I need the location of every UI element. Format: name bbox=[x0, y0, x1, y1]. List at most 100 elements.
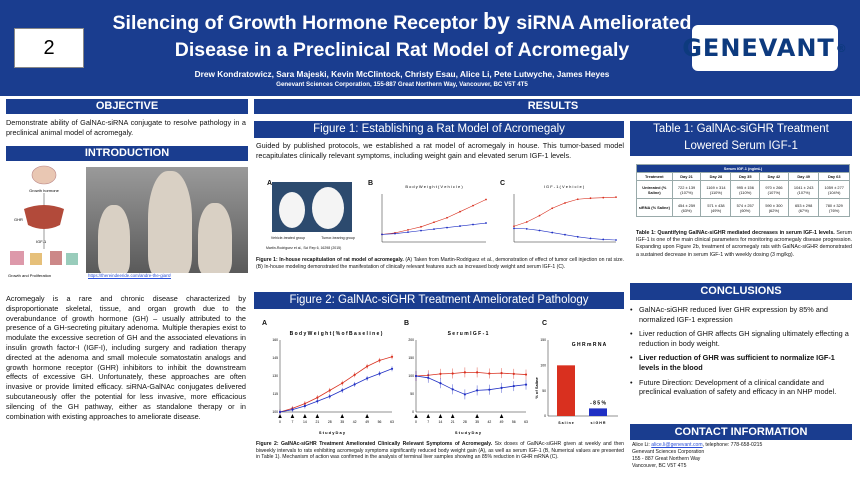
bar-saline bbox=[557, 365, 575, 416]
x-tick-label: 21 bbox=[315, 420, 319, 424]
data-point bbox=[513, 225, 515, 228]
introduction-heading: INTRODUCTION bbox=[6, 146, 248, 161]
table1-caption-text: Serum IGF-1 is one of the main clinical … bbox=[636, 230, 853, 258]
table-cell: 1169 ± 314 (110%) bbox=[700, 180, 732, 199]
x-tick-label: 21 bbox=[451, 420, 455, 424]
logo-text: GENEVANT bbox=[682, 34, 835, 62]
y-tick-label: 100 bbox=[408, 374, 414, 378]
figure2-ghr-mrna-chart: G H R m R N A % of Saline 0 50 100 150 S a l… bbox=[534, 338, 618, 425]
x-tick-label: 14 bbox=[303, 420, 307, 424]
table-cell: 722 ± 139 (107%) bbox=[671, 180, 702, 199]
contact-phone: , telephone: 778-658-0215 bbox=[702, 442, 763, 448]
objective-text: Demonstrate ability of GalNAc-siRNA conj… bbox=[6, 118, 246, 137]
data-point bbox=[551, 231, 554, 234]
title-part-2: by bbox=[483, 8, 517, 34]
data-point bbox=[615, 196, 617, 199]
y-tick-label: 50 bbox=[410, 392, 414, 396]
andre-the-giant-photo bbox=[86, 167, 248, 273]
table-col-header: Day 49 bbox=[787, 172, 820, 181]
table-cell: 454 ± 259 (63%) bbox=[671, 198, 702, 217]
logo-registered-mark: ® bbox=[835, 41, 848, 55]
x-category-label: S a l i n e bbox=[558, 421, 574, 425]
table-col-header: Day 35 bbox=[730, 172, 761, 181]
table-cell: Untreated (% Saline) bbox=[636, 180, 673, 199]
figure1-caption-text: (A) Taken from Martin-Rodriguez et al., … bbox=[256, 257, 625, 270]
table-cell: 970 ± 266 (107%) bbox=[759, 180, 789, 199]
conclusions-heading: CONCLUSIONS bbox=[630, 283, 852, 300]
table-cell: 590 ± 300 (62%) bbox=[759, 198, 789, 217]
figure1-panel-a-label: A bbox=[267, 180, 273, 187]
dose-arrow bbox=[303, 414, 307, 418]
x-tick-label: 56 bbox=[378, 420, 382, 424]
bar-sighr bbox=[589, 408, 607, 416]
x-tick-label: 14 bbox=[439, 420, 443, 424]
poster-header: 2 Silencing of Growth Hormone Receptor b… bbox=[0, 0, 860, 96]
data-point bbox=[551, 207, 554, 210]
dose-arrow bbox=[290, 414, 295, 418]
x-tick-label: 0 bbox=[279, 420, 281, 424]
rat-photo-labels: Vehicle-treated group Tumor-bearing grou… bbox=[268, 236, 358, 240]
diagram-label-gh: Growth hormone bbox=[29, 188, 60, 193]
table-cell: 574 ± 257 (60%) bbox=[730, 198, 761, 217]
rat-tumor bbox=[312, 187, 344, 229]
data-point bbox=[407, 231, 409, 234]
table-row: siRNA (% Saline) 454 ± 259 (63%) 571 ± 4… bbox=[636, 198, 850, 217]
figure2-caption-text: Six doses of GalNAc-siGHR given at weekl… bbox=[256, 441, 625, 461]
dose-arrow bbox=[475, 414, 479, 418]
data-point bbox=[420, 229, 422, 232]
title-part-3: siRNA Ameliorated bbox=[516, 12, 692, 34]
affiliation: Genevant Sciences Corporation, 155-887 G… bbox=[276, 81, 528, 88]
y-tick-label: 100 bbox=[272, 410, 278, 414]
data-point bbox=[394, 232, 396, 235]
data-point bbox=[407, 228, 409, 231]
y-tick-label: 130 bbox=[272, 374, 278, 378]
table-cell: siRNA (% Saline) bbox=[636, 198, 673, 217]
figure1-panel-b-label: B bbox=[368, 180, 374, 187]
rat-vehicle bbox=[279, 192, 305, 228]
fig1b-title: B o d y W e i g h t ( V e h i c l e ) bbox=[405, 184, 463, 189]
dose-arrow bbox=[278, 414, 282, 418]
figure2-panel-b-label: B bbox=[404, 320, 410, 327]
data-point bbox=[525, 221, 528, 223]
rat-label-tumor: Tumor-bearing group bbox=[321, 236, 355, 240]
data-point bbox=[525, 227, 528, 230]
diagram-label-growth: Growth and Proliferation bbox=[8, 273, 51, 278]
serum-igf1-table: Serum IGF-1 (ng/mL) Treatment Day 21 Day… bbox=[636, 164, 850, 217]
data-point bbox=[433, 228, 435, 231]
y-tick-label: 150 bbox=[408, 356, 414, 360]
introduction-text: Acromegaly is a rare and chronic disease… bbox=[6, 294, 246, 421]
contact-name: Alice Li: bbox=[632, 442, 652, 448]
table-col-header: Day 28 bbox=[700, 172, 732, 181]
rat-photo-credit: Martin-Rodriguez et al., Sci Rep 6, 1629… bbox=[266, 246, 342, 250]
y-tick-label: 160 bbox=[272, 338, 278, 342]
conclusions-list: GalNAc-siGHR reduced liver GHR expressio… bbox=[630, 305, 852, 402]
x-tick-label: 42 bbox=[487, 420, 491, 424]
organ-1 bbox=[10, 251, 24, 265]
x-tick-label: 35 bbox=[340, 420, 344, 424]
fig1c-title: I G F - 1 ( V e h i c l e ) bbox=[544, 184, 585, 189]
x-tick-label: 28 bbox=[463, 420, 467, 424]
data-point bbox=[615, 239, 617, 241]
data-point bbox=[433, 221, 435, 224]
photo-source-link[interactable]: https://thereindeeride.com/andre-the-gia… bbox=[88, 273, 171, 278]
objective-heading: OBJECTIVE bbox=[6, 99, 248, 114]
x-tick-label: 63 bbox=[524, 420, 528, 424]
table1-heading: Table 1: GalNAc-siGHR Treatment Lowered … bbox=[630, 121, 852, 156]
contact-line-2: Genevant Sciences Corporation bbox=[632, 449, 705, 455]
contact-email-link[interactable]: alice.li@genevant.com bbox=[651, 442, 703, 448]
figure1-body-weight-chart: B o d y W e i g h t ( V e h i c l e ) bbox=[381, 184, 487, 243]
x-tick-label: 56 bbox=[512, 420, 516, 424]
genevant-logo: GENEVANT ® bbox=[682, 25, 847, 71]
poster-number: 2 bbox=[14, 28, 84, 68]
y-tick-label: 150 bbox=[540, 338, 546, 342]
contact-heading: CONTACT INFORMATION bbox=[630, 424, 852, 440]
table-cell: 780 ± 329 (76%) bbox=[818, 198, 850, 217]
data-point bbox=[538, 214, 541, 217]
y-tick-label: 0 bbox=[544, 414, 546, 418]
table-col-header: Day 42 bbox=[759, 172, 789, 181]
table-cell: 1059 ± 277 (104%) bbox=[818, 180, 850, 199]
fig2b-title: S e r u m I G F - 1 bbox=[448, 331, 489, 337]
data-point bbox=[513, 227, 515, 230]
dose-arrow bbox=[414, 414, 418, 418]
figure1-intro: Guided by published protocols, we establ… bbox=[256, 141, 624, 160]
